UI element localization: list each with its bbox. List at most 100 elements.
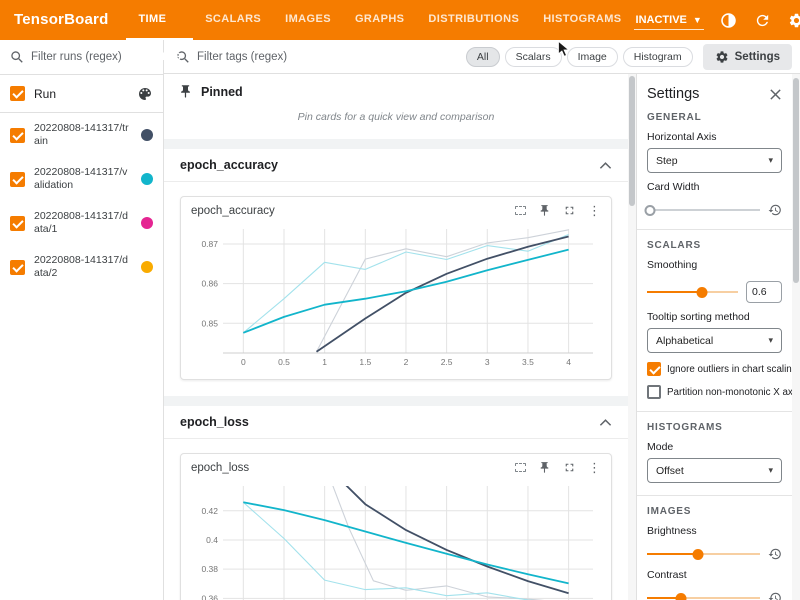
card-actions: ⋮ [515, 461, 601, 474]
tag-filter-input[interactable] [197, 51, 397, 63]
svg-text:0.86: 0.86 [201, 279, 218, 289]
fullscreen-icon[interactable] [563, 461, 576, 474]
partition-x-axis-checkbox[interactable] [647, 385, 661, 399]
histogram-mode-select[interactable]: Offset ▾ [647, 458, 782, 483]
more-options-icon[interactable]: ⋮ [588, 461, 601, 474]
pinned-header: Pinned [164, 74, 628, 103]
pin-card-icon[interactable] [538, 461, 551, 474]
run-row-data-2[interactable]: 20220808-141317/data/2 [0, 245, 163, 289]
tooltip-sorting-value: Alphabetical [656, 335, 713, 347]
contrast-control [647, 591, 782, 600]
tab-histograms[interactable]: HISTOGRAMS [531, 0, 633, 40]
run-row-train[interactable]: 20220808-141317/train [0, 113, 163, 157]
fullscreen-icon[interactable] [563, 204, 576, 217]
section-epoch-accuracy: epoch_accuracy epoch_accuracy ⋮ 00.511. [164, 149, 628, 396]
horizontal-axis-select[interactable]: Step ▾ [647, 148, 782, 173]
fit-to-data-icon[interactable] [515, 463, 526, 472]
slider-thumb[interactable] [696, 287, 707, 298]
run-color-dot[interactable] [141, 173, 153, 185]
tab-images[interactable]: IMAGES [273, 0, 343, 40]
fit-to-data-icon[interactable] [515, 206, 526, 215]
smoothing-input[interactable] [746, 281, 782, 303]
partition-x-axis-label: Partition non-monotonic X axis [667, 387, 792, 398]
run-row-data-1[interactable]: 20220808-141317/data/1 [0, 201, 163, 245]
tab-time-series[interactable]: TIME SERIES [126, 0, 193, 40]
tab-graphs[interactable]: GRAPHS [343, 0, 416, 40]
run-checkbox[interactable] [10, 260, 25, 275]
filter-chip-image[interactable]: Image [567, 47, 618, 67]
run-checkbox[interactable] [10, 172, 25, 187]
refresh-icon[interactable] [754, 11, 772, 29]
run-label: 20220808-141317/train [34, 122, 132, 148]
svg-text:0.38: 0.38 [201, 564, 218, 574]
ignore-outliers-checkbox[interactable] [647, 362, 661, 376]
filter-chip-histogram[interactable]: Histogram [623, 47, 693, 67]
smoothing-slider[interactable] [647, 291, 738, 293]
gear-icon [715, 50, 729, 64]
panel-scrollbar[interactable] [792, 74, 800, 600]
select-all-runs-checkbox[interactable] [10, 86, 25, 101]
contrast-label: Contrast [647, 569, 782, 581]
reload-status-dropdown[interactable]: INACTIVE ▼ [634, 11, 704, 30]
svg-text:1.5: 1.5 [359, 357, 371, 367]
pinned-section: Pinned Pin cards for a quick view and co… [164, 74, 628, 139]
close-icon[interactable] [769, 88, 782, 101]
run-color-dot[interactable] [141, 261, 153, 273]
run-checkbox[interactable] [10, 216, 25, 231]
card-width-slider[interactable] [647, 209, 760, 211]
card-title: epoch_loss [191, 462, 515, 474]
tab-distributions[interactable]: DISTRIBUTIONS [416, 0, 531, 40]
color-palette-icon[interactable] [137, 86, 153, 102]
ignore-outliers-option[interactable]: Ignore outliers in chart scaling [647, 362, 782, 376]
section-header-epoch-loss[interactable]: epoch_loss [164, 406, 628, 439]
pinned-title: Pinned [201, 85, 243, 99]
panel-scrollbar-thumb[interactable] [793, 78, 799, 283]
histogram-mode-value: Offset [656, 465, 684, 477]
run-color-dot[interactable] [141, 129, 153, 141]
section-epoch-loss: epoch_loss epoch_loss ⋮ 00.511.522.533. [164, 406, 628, 600]
tooltip-sorting-select[interactable]: Alphabetical ▾ [647, 328, 782, 353]
tag-filter-field[interactable] [176, 50, 466, 64]
main-scrollbar[interactable] [628, 74, 636, 600]
run-checkbox[interactable] [10, 128, 25, 143]
partition-x-axis-option[interactable]: Partition non-monotonic X axis i [647, 385, 782, 399]
svg-text:1: 1 [322, 357, 327, 367]
more-options-icon[interactable]: ⋮ [588, 204, 601, 217]
epoch-loss-chart[interactable]: 00.511.522.533.540.360.380.40.42 [189, 478, 603, 600]
slider-thumb[interactable] [645, 205, 656, 216]
scalar-card-epoch-accuracy: epoch_accuracy ⋮ 00.511.522.533.540.850.… [180, 196, 612, 380]
settings-gear-icon[interactable] [788, 11, 800, 29]
cards-area: Pinned Pin cards for a quick view and co… [164, 74, 628, 600]
general-section-header: GENERAL [647, 112, 782, 123]
card-header: epoch_loss ⋮ [181, 454, 611, 476]
svg-text:2.5: 2.5 [441, 357, 453, 367]
pin-card-icon[interactable] [538, 204, 551, 217]
run-color-dot[interactable] [141, 217, 153, 229]
theme-toggle-icon[interactable] [720, 11, 738, 29]
filter-chip-scalars[interactable]: Scalars [505, 47, 562, 67]
section-header-epoch-accuracy[interactable]: epoch_accuracy [164, 149, 628, 182]
settings-button-label: Settings [735, 51, 780, 63]
scalars-section-header: SCALARS [647, 240, 782, 251]
tooltip-sorting-label: Tooltip sorting method [647, 311, 782, 323]
card-width-reset-icon[interactable] [768, 203, 782, 217]
collapse-chevron-icon[interactable] [599, 418, 612, 427]
card-title: epoch_accuracy [191, 205, 515, 217]
collapse-chevron-icon[interactable] [599, 161, 612, 170]
epoch-accuracy-chart[interactable]: 00.511.522.533.540.850.860.87 [189, 221, 603, 371]
filter-chip-all[interactable]: All [466, 47, 500, 67]
brightness-reset-icon[interactable] [768, 547, 782, 561]
main-scrollbar-thumb[interactable] [629, 76, 635, 206]
run-label: 20220808-141317/data/1 [34, 210, 132, 236]
brightness-slider[interactable] [647, 553, 760, 555]
run-row-validation[interactable]: 20220808-141317/validation [0, 157, 163, 201]
chevron-down-icon: ▾ [768, 335, 773, 346]
tab-scalars[interactable]: SCALARS [193, 0, 273, 40]
contrast-slider[interactable] [647, 597, 760, 599]
run-filter-input[interactable] [31, 51, 151, 63]
settings-button[interactable]: Settings [703, 44, 792, 70]
slider-thumb[interactable] [675, 593, 686, 600]
contrast-reset-icon[interactable] [768, 591, 782, 600]
card-width-control [647, 203, 782, 217]
slider-thumb[interactable] [692, 549, 703, 560]
